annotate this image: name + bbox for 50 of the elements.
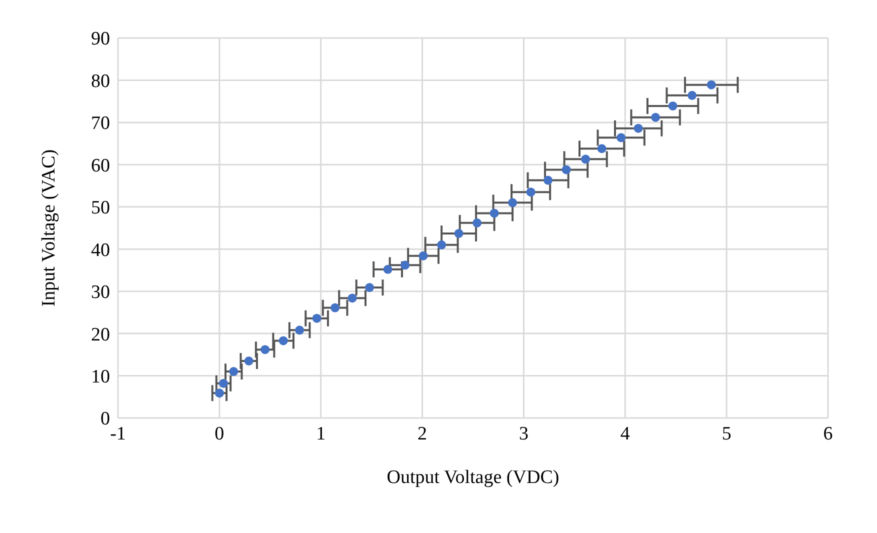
x-tick-label: 3 — [518, 423, 528, 444]
point — [544, 176, 553, 185]
point — [706, 80, 716, 90]
point — [581, 154, 590, 164]
point — [562, 165, 571, 174]
y-tick-label: 0 — [100, 408, 110, 430]
y-tick-label: 30 — [91, 282, 110, 304]
x-tick-label: 2 — [418, 423, 428, 444]
point — [597, 144, 606, 154]
point — [508, 198, 518, 208]
y-tick-label: 60 — [91, 155, 110, 176]
y-tick-label: 70 — [91, 113, 110, 134]
y-tick-label: 10 — [91, 366, 110, 388]
point — [365, 283, 374, 292]
point — [526, 188, 536, 197]
point — [278, 336, 288, 346]
point — [229, 367, 238, 376]
point — [260, 345, 270, 354]
y-tick-label: 90 — [91, 28, 110, 50]
x-tick-label: 1 — [316, 423, 326, 444]
y-tick-label: 80 — [91, 70, 110, 92]
point — [490, 208, 499, 218]
point — [437, 240, 446, 250]
point — [616, 133, 626, 142]
point — [295, 326, 304, 335]
point — [383, 264, 392, 274]
y-axis-title: Input Voltage (VAC) — [38, 149, 60, 307]
point — [668, 101, 678, 110]
point — [688, 90, 697, 100]
point — [400, 260, 410, 270]
point — [454, 228, 464, 238]
x-tick-label: 6 — [823, 423, 833, 444]
point — [651, 112, 660, 122]
x-tick-label: 5 — [722, 423, 732, 444]
x-tick-label: 4 — [620, 423, 630, 444]
y-tick-label: 40 — [91, 240, 110, 261]
y-tick-label: 50 — [91, 198, 110, 219]
point — [312, 314, 322, 323]
point — [218, 378, 228, 388]
x-axis-title: Output Voltage (VDC) — [386, 467, 560, 488]
point — [418, 251, 428, 260]
point — [330, 303, 340, 312]
point — [214, 388, 224, 398]
point — [634, 124, 643, 133]
x-tick-label: 0 — [214, 423, 224, 444]
point — [244, 356, 254, 366]
y-tick-label: 20 — [91, 324, 110, 346]
point — [472, 218, 482, 228]
x-tick-label: -1 — [110, 423, 126, 444]
point — [348, 294, 357, 303]
